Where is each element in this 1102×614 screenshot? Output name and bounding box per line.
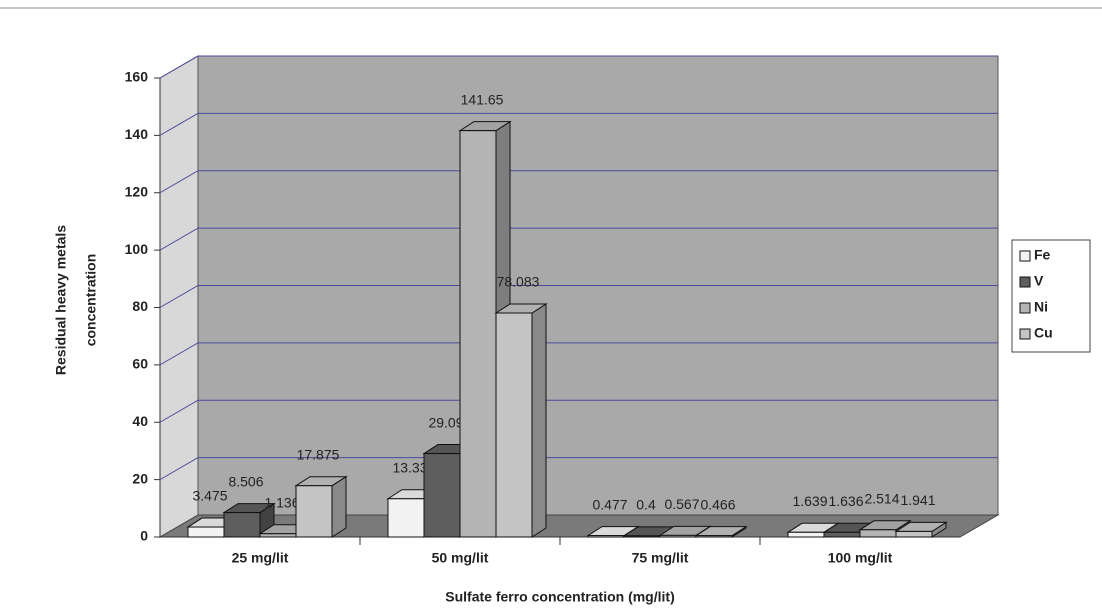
y-tick-label: 120 [125, 183, 149, 199]
data-label: 29.09 [428, 414, 463, 430]
bar [294, 475, 348, 538]
bar [222, 502, 276, 538]
data-label: 8.506 [228, 473, 263, 489]
data-label: 17.875 [297, 446, 340, 462]
data-label: 0.567 [664, 496, 699, 512]
bar [694, 525, 748, 538]
bar-front [623, 535, 661, 538]
x-tick-label: 75 mg/lit [632, 550, 689, 566]
data-label: 1.941 [900, 492, 935, 508]
y-tick-label: 0 [140, 528, 148, 544]
bar [894, 521, 948, 538]
grid-line [159, 457, 998, 481]
data-label: 13.33 [392, 459, 427, 475]
bar-front [459, 130, 497, 538]
bar-front [895, 530, 933, 538]
data-label: 1.136 [264, 494, 299, 510]
legend-label: Ni [1034, 299, 1048, 315]
data-label: 0.466 [700, 496, 735, 512]
bar-front [587, 535, 625, 538]
bar-side [331, 475, 347, 538]
grid-line [159, 112, 998, 136]
bar-front [223, 512, 261, 538]
x-axis-title: Sulfate ferro concentration (mg/lit) [445, 589, 674, 605]
y-tick-label: 20 [132, 470, 148, 486]
y-axis-title: concentration [83, 254, 99, 347]
grid-line [159, 399, 998, 423]
bar-side [531, 303, 547, 538]
data-label: 141.65 [461, 91, 504, 107]
y-axis-title: Residual heavy metals [53, 225, 69, 375]
x-tick-label: 100 mg/lit [828, 550, 893, 566]
legend-swatch [1019, 328, 1031, 340]
legend-label: V [1034, 273, 1044, 289]
y-tick-label: 80 [132, 298, 148, 314]
data-label: 2.514 [864, 490, 899, 506]
y-tick-label: 100 [125, 241, 149, 257]
legend-swatch [1019, 302, 1031, 314]
x-tick-label: 25 mg/lit [232, 550, 289, 566]
legend-label: Fe [1034, 247, 1051, 263]
bar-front [259, 533, 297, 538]
bar-front [695, 535, 733, 538]
bar [494, 303, 548, 538]
legend-swatch [1019, 276, 1031, 288]
data-label: 1.636 [828, 493, 863, 509]
data-label: 3.475 [192, 488, 227, 504]
y-tick-label: 60 [132, 356, 148, 372]
legend-label: Cu [1034, 325, 1053, 341]
data-label: 78.083 [497, 274, 540, 290]
bar-front [787, 531, 825, 538]
legend-swatch [1019, 250, 1031, 262]
grid-line [159, 55, 998, 79]
bar-front [187, 526, 225, 538]
bar-front [495, 312, 533, 538]
y-tick-label: 160 [125, 69, 149, 85]
x-tick-label: 50 mg/lit [432, 550, 489, 566]
bar-front [423, 453, 461, 538]
grid-line [159, 342, 998, 366]
grid-line [159, 285, 998, 308]
bar-front [659, 534, 697, 538]
grid-line [159, 227, 998, 251]
bar-front [823, 531, 861, 538]
grid-line [159, 170, 998, 194]
y-tick-label: 40 [132, 413, 148, 429]
bar-front [295, 485, 333, 538]
data-label: 0.4 [636, 497, 656, 513]
bar-front [387, 498, 425, 538]
data-label: 0.477 [592, 496, 627, 512]
data-label: 1.639 [792, 493, 827, 509]
bar-front [859, 529, 897, 538]
y-tick-label: 140 [125, 126, 149, 142]
